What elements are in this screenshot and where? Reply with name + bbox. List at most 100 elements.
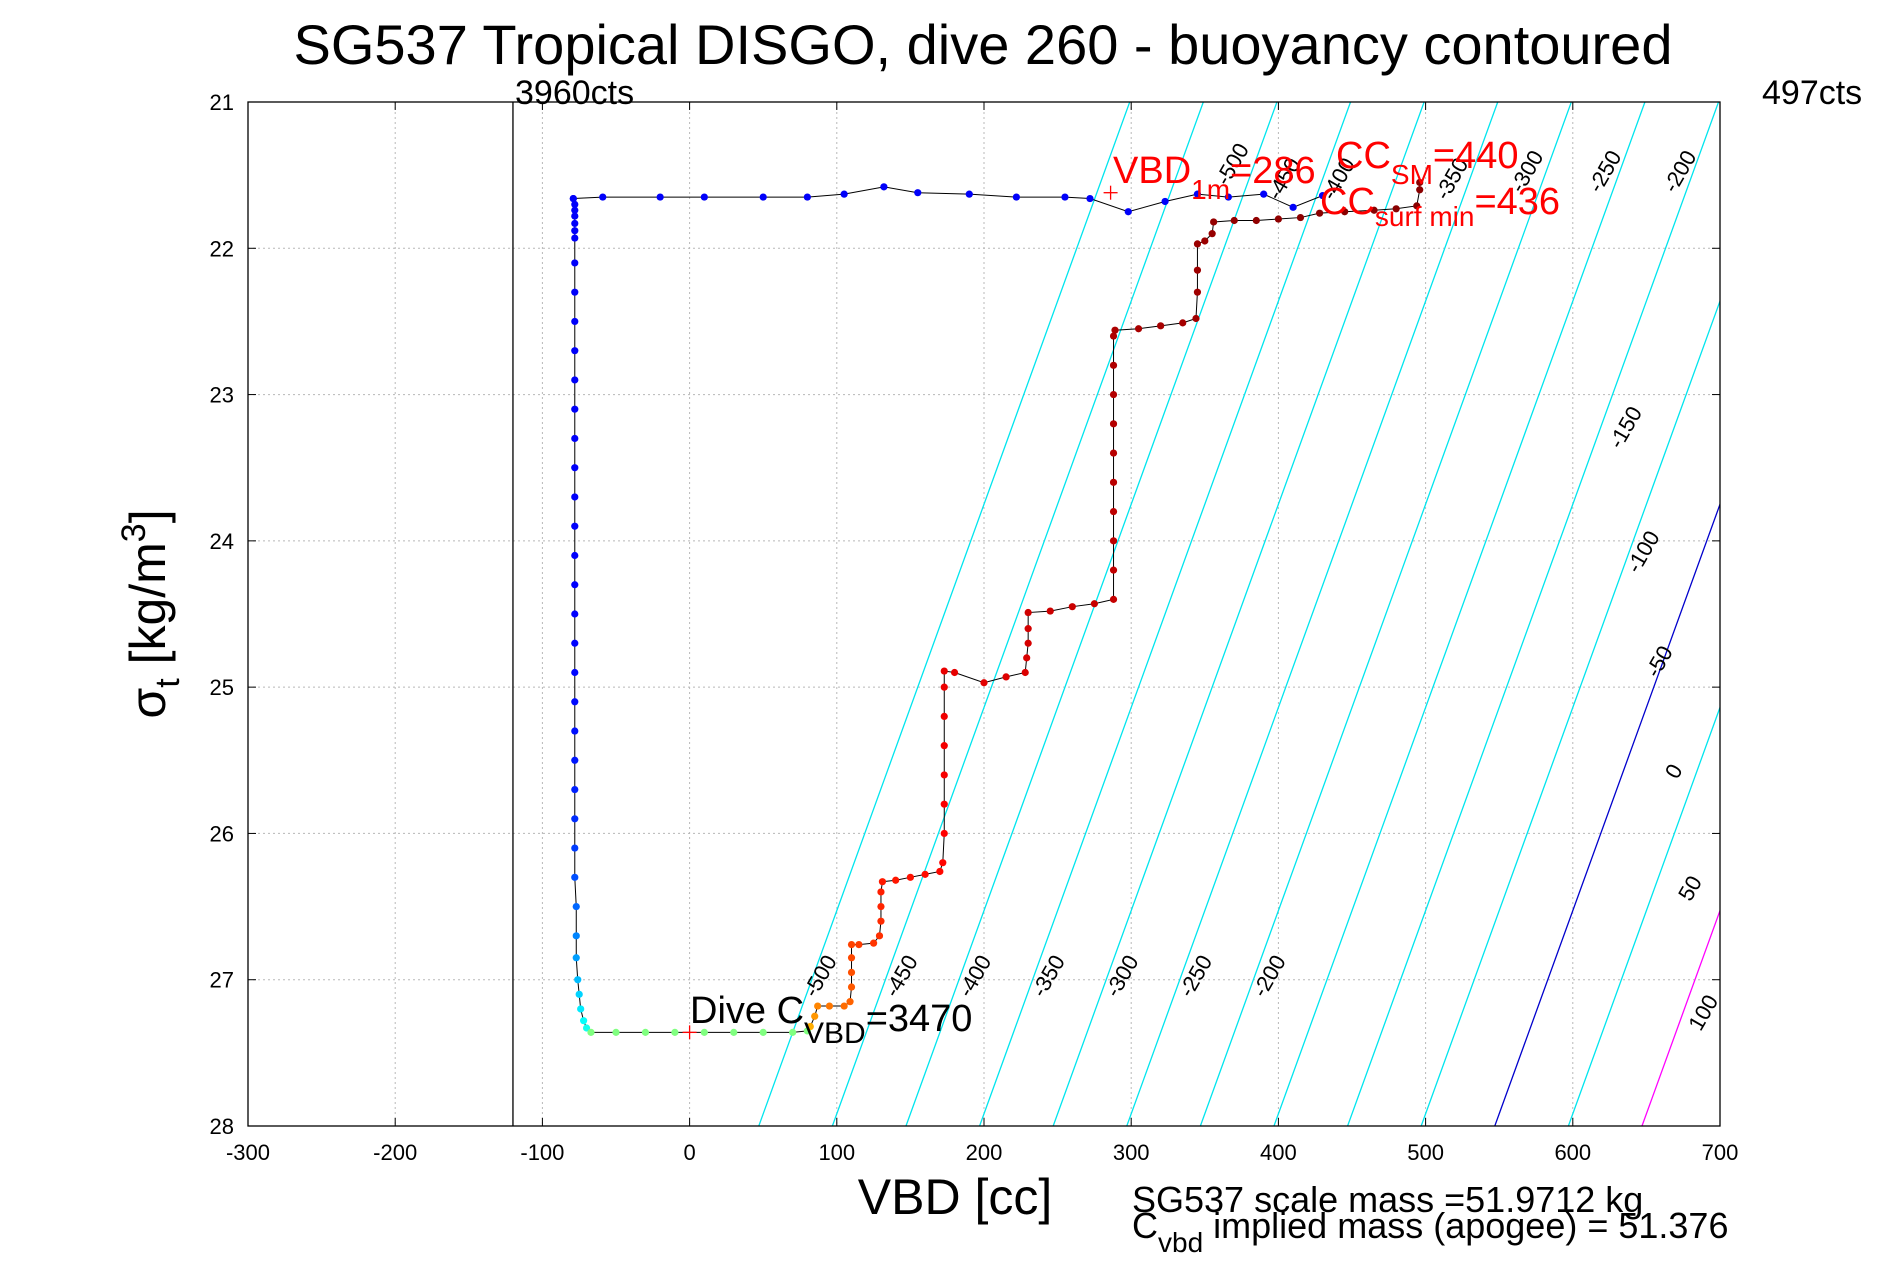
dive-point [940, 667, 948, 675]
climb-point [759, 193, 767, 201]
dive-point [1208, 230, 1216, 238]
vbd-1m-value: =286 [1230, 150, 1316, 192]
dive-point [641, 1028, 650, 1036]
dive-point [1179, 319, 1187, 327]
dive-point [571, 610, 579, 618]
implied-mass-sub: vbd [1158, 1227, 1203, 1258]
dive-point [571, 317, 579, 326]
dive-point [939, 859, 947, 867]
contour-line [1420, 299, 1720, 1126]
dive-point [1023, 654, 1031, 662]
contour-line [905, 102, 1278, 1126]
climb-point [1061, 193, 1069, 201]
cc-surf-min-value: =436 [1474, 181, 1560, 223]
contour-line [1273, 102, 1646, 1126]
y-axis-label: σt [kg/m3] [115, 509, 187, 718]
cc-sm-label: CCSM=440 [1336, 135, 1518, 190]
climb-point [1260, 190, 1268, 198]
x-tick-label: 400 [1260, 1140, 1297, 1165]
dive-point [1024, 625, 1032, 633]
dive-point [950, 668, 959, 677]
dive-point [1370, 206, 1378, 214]
dive-point [1111, 326, 1119, 334]
contour-line [758, 102, 1131, 1126]
climb-point [1012, 193, 1020, 201]
dive-point [571, 581, 579, 589]
dive-point [1109, 390, 1118, 399]
dive-point [855, 941, 863, 949]
dive-point [572, 902, 580, 911]
x-axis-label: VBD [cc] [858, 1169, 1052, 1225]
dive-point [571, 522, 579, 530]
dive-point [1296, 213, 1305, 222]
dive-point [1024, 608, 1032, 617]
svg-text:σt [kg/m3]: σt [kg/m3] [115, 509, 187, 718]
dive-point [571, 212, 579, 220]
dive-point [921, 870, 929, 878]
dive-point [574, 976, 582, 984]
dive-point [571, 200, 579, 208]
dive-point [577, 1005, 585, 1013]
y-tick-label: 25 [210, 675, 234, 700]
dive-point [1109, 478, 1118, 486]
dive-point [936, 867, 944, 876]
dive-point [575, 990, 583, 998]
dive-point [571, 219, 579, 228]
y-tick-label: 24 [210, 529, 234, 554]
climb-point [880, 183, 888, 191]
dive-point [847, 968, 856, 977]
dive-point [906, 873, 915, 881]
dive-point [1002, 673, 1010, 681]
cc-sm-main: CC [1336, 135, 1391, 177]
dive-c-sub: VBD [804, 1017, 866, 1050]
x-tick-label: 300 [1113, 1140, 1150, 1165]
left-counts-label: 3960cts [515, 74, 634, 112]
dive-point [877, 888, 885, 896]
scale-mass-label: SG537 scale mass =51.9712 kg [1132, 1179, 1643, 1220]
dive-point [1413, 202, 1421, 210]
dive-point [870, 939, 878, 947]
climb-point [965, 190, 973, 198]
y-axis-label-subscript: t [149, 678, 187, 688]
dive-point [571, 288, 579, 296]
contour-line [978, 102, 1352, 1126]
dive-point [940, 742, 948, 750]
vbd-1m-main: VBD [1113, 150, 1191, 192]
dive-point [571, 668, 579, 677]
y-tick-label: 28 [210, 1114, 234, 1139]
dive-point [806, 1022, 814, 1031]
dive-point [571, 873, 579, 881]
climb-point [1086, 194, 1094, 203]
x-tick-label: 600 [1554, 1140, 1591, 1165]
dive-point [1193, 266, 1202, 274]
dive-point [1416, 178, 1424, 187]
contour-line [1641, 908, 1720, 1126]
vbd-1m-sub: 1m [1191, 174, 1230, 205]
y-tick-label: 26 [210, 821, 234, 846]
dive-point [571, 756, 579, 764]
dive-point [1024, 639, 1032, 647]
dive-point [1109, 361, 1118, 369]
dive-point [571, 227, 579, 235]
dive-point [847, 941, 856, 949]
x-tick-label: 0 [683, 1140, 695, 1165]
dive-point [814, 1002, 822, 1010]
dive-point [1046, 607, 1054, 615]
cc-surf-min-label: CCsurf min=436 [1320, 181, 1560, 232]
implied-mass-label: Cvbd implied mass (apogee) = 51.376 [1132, 1205, 1728, 1258]
dive-point [1109, 449, 1118, 457]
dive-c-vbd-label: Dive CVBD=3470 [690, 990, 972, 1050]
dive-point [571, 464, 579, 472]
contour-line [1199, 102, 1572, 1126]
x-axis-ticks: -300 -200 -100 0 100 200 300 400 500 600 700 [226, 102, 1738, 1165]
contour-line [831, 102, 1204, 1126]
x-tick-label: 700 [1702, 1140, 1739, 1165]
contour-line [1052, 102, 1425, 1126]
dive-point [1316, 209, 1324, 217]
dive-point [571, 551, 579, 560]
dive-point [847, 983, 856, 991]
dive-point [875, 932, 884, 940]
y-tick-label: 22 [210, 236, 234, 261]
climb-point [1161, 197, 1169, 206]
